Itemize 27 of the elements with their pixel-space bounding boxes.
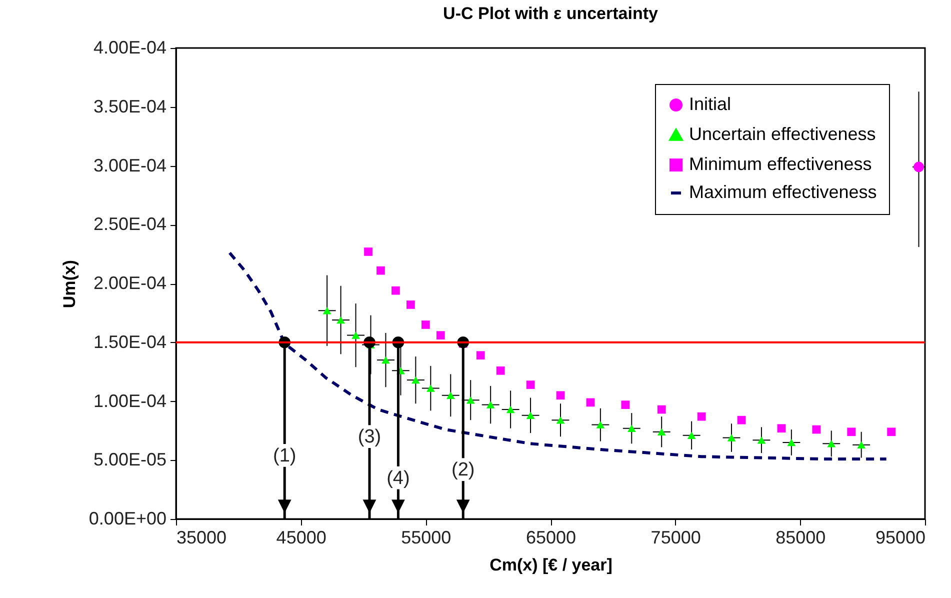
x-axis-title: Cm(x) [€ / year] xyxy=(490,556,612,574)
legend-label: Uncertain effectiveness xyxy=(689,124,876,144)
y-tick-label: 3.00E-04 xyxy=(93,155,166,176)
y-tick-label: 0.00E+00 xyxy=(88,508,166,528)
annotation: (4) xyxy=(386,468,410,489)
annotation: (1) xyxy=(272,445,296,466)
chart-title: U-C Plot with ε uncertainty xyxy=(443,4,658,23)
x-tick-label: 85000 xyxy=(776,528,826,548)
y-tick-label: 1.00E-04 xyxy=(93,390,166,411)
legend-label: Initial xyxy=(689,94,732,114)
y-tick-label: 5.00E-05 xyxy=(93,450,166,470)
x-tick-label: 35000 xyxy=(176,528,227,548)
y-tick-label: 4.00E-04 xyxy=(93,38,166,58)
y-axis-title: Um(x) xyxy=(60,260,79,308)
annotation: (2) xyxy=(452,460,475,481)
y-tick-label: 2.00E-04 xyxy=(93,273,166,293)
x-tick-label: 95000 xyxy=(875,528,926,548)
legend-label: Maximum effectiveness xyxy=(689,182,877,202)
y-tick-label: 1.50E-04 xyxy=(93,332,166,352)
y-tick-label: 3.50E-04 xyxy=(93,96,166,116)
x-tick-label: 45000 xyxy=(276,528,326,548)
x-tick-label: 75000 xyxy=(650,528,701,548)
y-tick-label: 2.50E-04 xyxy=(93,214,166,234)
annotation: (3) xyxy=(358,426,382,448)
x-tick-label: 65000 xyxy=(526,528,576,548)
x-tick-label: 55000 xyxy=(401,528,452,548)
legend-label: Minimum effectiveness xyxy=(689,154,872,174)
